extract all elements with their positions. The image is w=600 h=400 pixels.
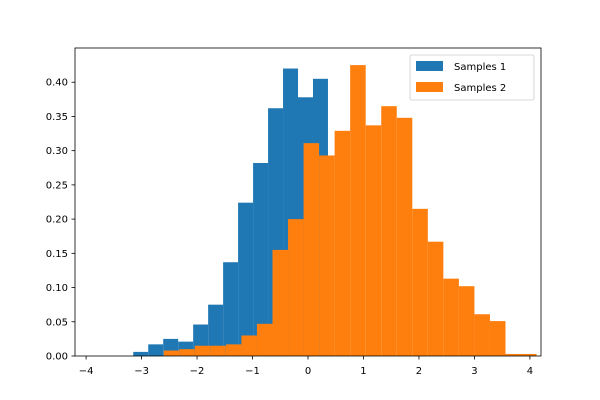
- bars-layer: [133, 65, 537, 357]
- bar-series-2-bin-9: [303, 143, 320, 356]
- bar-series-2-bin-23: [521, 353, 537, 356]
- x-tick-label: 4: [527, 366, 533, 377]
- y-tick-label: 0.05: [46, 317, 68, 328]
- x-tick-label: 2: [416, 366, 422, 377]
- bar-series-2-bin-7: [272, 249, 289, 356]
- bar-series-2-bin-6: [256, 323, 273, 356]
- legend-label-samples-1: Samples 1: [454, 62, 506, 73]
- bar-series-1-bin-5: [208, 304, 224, 356]
- bar-series-2-bin-17: [427, 241, 444, 356]
- y-tick-label: 0.20: [46, 215, 68, 226]
- bar-series-1-bin-6: [223, 262, 239, 356]
- x-tick-label: 3: [471, 366, 477, 377]
- y-tick-label: 0.25: [46, 180, 68, 191]
- bar-series-2-bin-3: [210, 345, 226, 356]
- legend: Samples 1 Samples 2: [409, 54, 535, 101]
- x-tick-label: 0: [305, 366, 311, 377]
- bar-series-2-bin-2: [194, 345, 211, 356]
- x-tick-label: −2: [190, 366, 205, 377]
- x-tick-label: −3: [134, 366, 149, 377]
- bar-series-1-bin-8: [253, 162, 269, 356]
- y-tick-label: 0.10: [46, 283, 68, 294]
- bar-series-2-bin-19: [458, 286, 475, 356]
- x-tick-label: −1: [245, 366, 260, 377]
- bar-series-2-bin-22: [505, 353, 522, 356]
- y-tick-label: 0.35: [46, 112, 68, 123]
- bar-series-2-bin-4: [225, 344, 242, 356]
- y-tick-label: 0.30: [46, 146, 68, 157]
- bar-series-2-bin-14: [381, 106, 397, 357]
- bar-series-2-bin-12: [350, 65, 366, 357]
- legend-swatch-samples-1: [416, 61, 443, 71]
- bar-series-1-bin-7: [238, 202, 254, 356]
- bar-series-2-bin-11: [334, 130, 351, 356]
- bar-series-2-bin-21: [489, 321, 506, 356]
- bar-series-2-bin-8: [288, 219, 304, 356]
- bar-series-1-bin-0: [133, 351, 149, 356]
- y-tick-label: 0.15: [46, 249, 68, 260]
- y-tick-label: 0.00: [46, 352, 68, 363]
- x-tick-label: 1: [360, 366, 366, 377]
- legend-label-samples-2: Samples 2: [454, 83, 506, 94]
- x-tick-label: −4: [79, 366, 94, 377]
- bar-series-2-bin-20: [474, 314, 490, 356]
- y-tick-label: 0.40: [46, 78, 68, 89]
- bar-series-2-bin-16: [412, 208, 428, 356]
- ticks-layer: −4 −3 −2 −1 0 1 2 3 4 0.00 0.05 0.10 0.15 0.20 0.25 0.3…: [46, 78, 533, 377]
- legend-swatch-samples-2: [416, 82, 443, 92]
- bar-series-2-bin-0: [163, 350, 180, 356]
- bar-series-2-bin-10: [319, 155, 335, 356]
- bar-series-2-bin-15: [396, 117, 413, 356]
- bar-series-2-bin-18: [443, 278, 459, 356]
- bar-series-1-bin-1: [148, 344, 164, 356]
- bar-series-2-bin-5: [241, 335, 257, 356]
- bar-series-2-bin-13: [365, 125, 382, 356]
- bar-series-2-bin-1: [179, 349, 195, 356]
